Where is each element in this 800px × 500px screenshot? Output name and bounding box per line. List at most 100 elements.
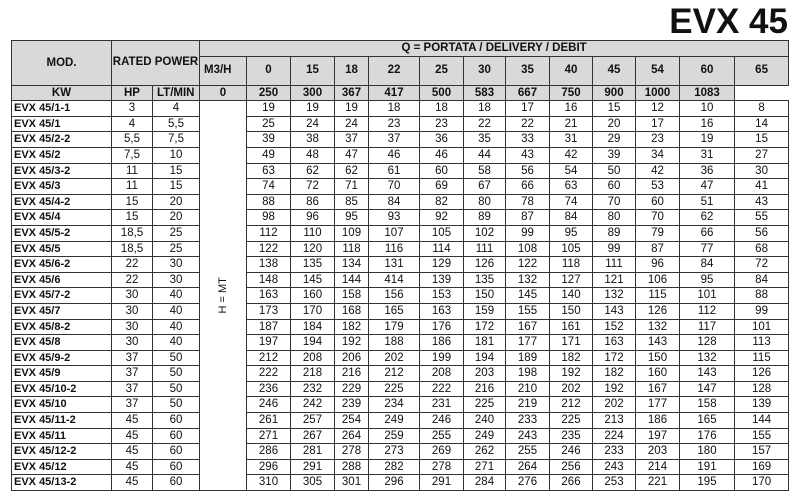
head-value-cell: 216 bbox=[334, 365, 369, 382]
table-row: EVX 45/2-2 5,5 7,5 39 38 37 37 36 35 33 31 29 23 19 15 bbox=[11, 131, 790, 148]
head-value-cell: 296 bbox=[246, 458, 291, 476]
head-value-cell: 187 bbox=[246, 318, 291, 336]
ltmin-value: 1083 bbox=[679, 84, 735, 102]
head-value-cell: 88 bbox=[246, 193, 291, 211]
head-value-cell: 74 bbox=[549, 193, 593, 211]
kw-cell: 37 bbox=[111, 380, 153, 398]
head-value-cell: 255 bbox=[505, 443, 550, 460]
head-value-cell: 51 bbox=[679, 193, 735, 211]
table-row: EVX 45/11-2 45 60 261 257 254 249 246 240 233 225 2… bbox=[11, 412, 790, 429]
head-value-cell: 147 bbox=[679, 380, 735, 398]
ltmin-value: 750 bbox=[549, 84, 593, 102]
head-value-cell: 41 bbox=[733, 178, 790, 195]
head-value-cell: 42 bbox=[549, 146, 593, 164]
m3h-value: 60 bbox=[679, 55, 735, 86]
head-value-cell: 39 bbox=[592, 146, 636, 164]
hp-cell: 20 bbox=[152, 209, 200, 226]
performance-table: MOD. RATED POWER Q = PORTATA / DELIVERY … bbox=[11, 40, 790, 492]
head-value-cell: 126 bbox=[733, 365, 790, 382]
head-value-cell: 155 bbox=[733, 427, 790, 445]
head-value-cell: 17 bbox=[505, 100, 550, 117]
table-row: EVX 45/12-2 45 60 286 281 278 273 269 262 255 246 2… bbox=[11, 443, 790, 460]
head-value-cell: 113 bbox=[733, 334, 790, 351]
head-value-cell: 253 bbox=[592, 474, 636, 492]
kw-cell: 22 bbox=[111, 271, 153, 289]
table-row: EVX 45/7 30 40 173 170 168 165 163 159 155 150 143 1… bbox=[11, 302, 790, 320]
head-value-cell: 18 bbox=[419, 100, 464, 117]
ltmin-value: 300 bbox=[290, 84, 335, 102]
head-value-cell: 282 bbox=[368, 458, 420, 476]
hp-cell: 15 bbox=[152, 178, 200, 195]
delivery-header: Q = PORTATA / DELIVERY / DEBIT bbox=[198, 40, 790, 57]
head-value-cell: 70 bbox=[635, 209, 680, 226]
head-value-cell: 50 bbox=[592, 162, 636, 180]
head-value-cell: 257 bbox=[290, 412, 335, 429]
head-value-cell: 96 bbox=[290, 209, 335, 226]
head-value-cell: 171 bbox=[549, 334, 593, 351]
hp-cell: 5,5 bbox=[152, 115, 200, 133]
head-value-cell: 212 bbox=[549, 396, 593, 414]
head-value-cell: 288 bbox=[334, 458, 369, 476]
head-value-cell: 158 bbox=[334, 287, 369, 304]
head-value-cell: 143 bbox=[679, 365, 735, 382]
kw-cell: 45 bbox=[111, 427, 153, 445]
head-value-cell: 129 bbox=[419, 256, 464, 273]
head-value-cell: 255 bbox=[419, 427, 464, 445]
head-value-cell: 93 bbox=[368, 209, 420, 226]
head-value-cell: 67 bbox=[463, 178, 506, 195]
head-value-cell: 99 bbox=[733, 302, 790, 320]
head-value-cell: 150 bbox=[549, 302, 593, 320]
head-value-cell: 160 bbox=[635, 365, 680, 382]
head-value-cell: 39 bbox=[246, 131, 291, 148]
head-value-cell: 181 bbox=[463, 334, 506, 351]
head-value-cell: 112 bbox=[246, 224, 291, 242]
head-value-cell: 111 bbox=[592, 256, 636, 273]
ltmin-label: LT/MIN bbox=[152, 84, 200, 102]
model-cell: EVX 45/1-1 bbox=[11, 100, 112, 117]
head-value-cell: 99 bbox=[505, 224, 550, 242]
head-value-cell: 80 bbox=[592, 209, 636, 226]
head-value-cell: 138 bbox=[246, 256, 291, 273]
table-row: EVX 45/3-2 11 15 63 62 62 61 60 58 56 54 50 42 36 30 bbox=[11, 162, 790, 180]
head-value-cell: 132 bbox=[635, 318, 680, 336]
head-value-cell: 158 bbox=[679, 396, 735, 414]
head-value-cell: 61 bbox=[368, 162, 420, 180]
head-value-cell: 182 bbox=[334, 318, 369, 336]
head-value-cell: 70 bbox=[368, 178, 420, 195]
head-value-cell: 17 bbox=[635, 115, 680, 133]
head-value-cell: 44 bbox=[463, 146, 506, 164]
head-value-cell: 29 bbox=[592, 131, 636, 148]
kw-cell: 30 bbox=[111, 287, 153, 304]
head-value-cell: 221 bbox=[635, 474, 680, 492]
head-value-cell: 165 bbox=[679, 412, 735, 429]
head-value-cell: 43 bbox=[733, 193, 790, 211]
head-value-cell: 301 bbox=[334, 474, 369, 492]
head-value-cell: 27 bbox=[733, 146, 790, 164]
head-value-cell: 176 bbox=[679, 427, 735, 445]
head-value-cell: 278 bbox=[334, 443, 369, 460]
kw-cell: 30 bbox=[111, 318, 153, 336]
head-value-cell: 23 bbox=[635, 131, 680, 148]
head-value-cell: 60 bbox=[592, 178, 636, 195]
hp-cell: 20 bbox=[152, 193, 200, 211]
table-row: EVX 45/3 11 15 74 72 71 70 69 67 66 63 60 53 47 41 bbox=[11, 178, 790, 195]
head-value-cell: 233 bbox=[592, 443, 636, 460]
head-value-cell: 202 bbox=[368, 349, 420, 367]
head-value-cell: 261 bbox=[246, 412, 291, 429]
head-value-cell: 115 bbox=[635, 287, 680, 304]
head-value-cell: 66 bbox=[679, 224, 735, 242]
table-row: EVX 45/9 37 50 222 218 216 212 208 203 198 192 182 1… bbox=[11, 365, 790, 382]
table-row: EVX 45/6 22 30 148 145 144 414 139 135 132 127 121 1… bbox=[11, 271, 790, 289]
head-value-cell: 212 bbox=[246, 349, 291, 367]
head-value-cell: 189 bbox=[505, 349, 550, 367]
head-value-cell: 47 bbox=[334, 146, 369, 164]
head-value-cell: 24 bbox=[290, 115, 335, 133]
model-cell: EVX 45/13-2 bbox=[11, 474, 112, 492]
table-row: EVX 45/10-2 37 50 236 232 229 225 222 216 210 202 1… bbox=[11, 380, 790, 398]
head-value-cell: 15 bbox=[592, 100, 636, 117]
head-value-cell: 305 bbox=[290, 474, 335, 492]
head-value-cell: 179 bbox=[368, 318, 420, 336]
head-value-cell: 210 bbox=[505, 380, 550, 398]
head-value-cell: 116 bbox=[368, 240, 420, 258]
head-value-cell: 168 bbox=[334, 302, 369, 320]
